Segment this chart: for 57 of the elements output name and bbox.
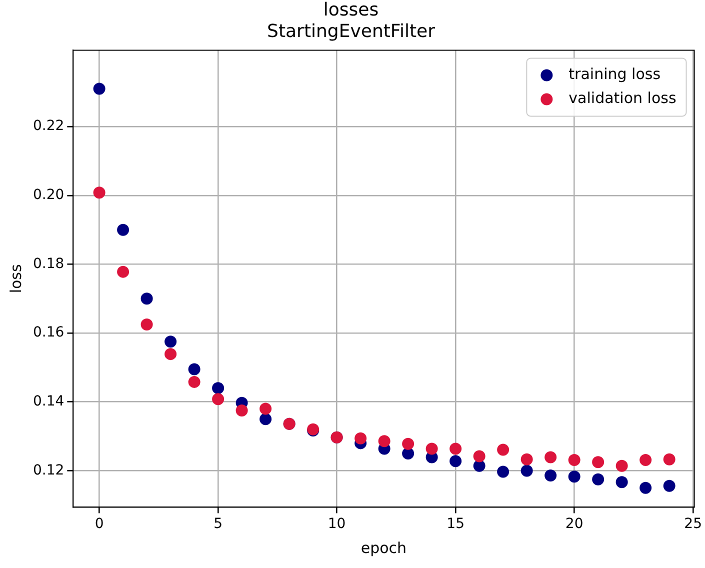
point <box>354 432 367 444</box>
point <box>544 470 557 482</box>
point <box>568 454 580 466</box>
point <box>663 480 676 492</box>
point <box>450 442 462 455</box>
y-tick-label: 0.12 <box>33 462 64 478</box>
point <box>236 404 248 416</box>
point <box>188 363 200 376</box>
point <box>640 454 652 466</box>
point <box>117 266 130 278</box>
x-tick-label: 5 <box>214 516 223 532</box>
point <box>164 336 177 348</box>
point <box>592 456 604 468</box>
legend-label: validation loss <box>568 89 676 108</box>
point <box>450 455 462 468</box>
point <box>260 413 272 426</box>
point <box>473 460 486 472</box>
chart-title: losses <box>323 0 379 20</box>
point <box>212 382 224 394</box>
point <box>473 450 486 462</box>
y-tick-label: 0.16 <box>33 324 64 341</box>
x-tick-label: 25 <box>684 516 702 532</box>
x-tick-label: 0 <box>94 516 104 532</box>
point <box>93 186 106 199</box>
y-tick-label: 0.22 <box>33 118 64 134</box>
point <box>378 435 390 448</box>
x-axis-title: epoch <box>360 538 407 557</box>
point <box>616 460 628 472</box>
point <box>497 466 510 478</box>
point <box>93 82 106 95</box>
chart-subtitle: StartingEventFilter <box>267 21 436 42</box>
point <box>616 476 628 488</box>
point <box>426 442 438 455</box>
legend-label: training loss <box>568 65 661 84</box>
point <box>212 393 224 406</box>
point <box>568 470 580 483</box>
x-tick-label: 10 <box>328 516 346 532</box>
point <box>260 402 272 415</box>
point <box>117 224 130 236</box>
point <box>497 444 510 456</box>
x-tick-label: 20 <box>565 516 584 532</box>
y-axis-title: loss <box>6 264 25 294</box>
point <box>544 451 557 464</box>
point <box>164 348 177 360</box>
point <box>520 464 533 477</box>
point <box>402 438 414 450</box>
point <box>140 292 153 305</box>
point <box>188 376 200 388</box>
point <box>140 318 153 330</box>
point <box>520 453 533 466</box>
point <box>663 453 676 466</box>
point <box>640 482 652 494</box>
x-tick-label: 15 <box>446 516 464 532</box>
y-tick-label: 0.20 <box>33 187 64 204</box>
y-tick-label: 0.18 <box>33 256 64 272</box>
y-tick-label: 0.14 <box>33 394 64 410</box>
point <box>592 473 604 486</box>
